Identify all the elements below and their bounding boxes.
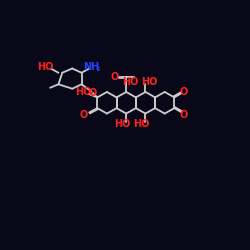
Text: HO: HO xyxy=(134,119,150,129)
Text: O: O xyxy=(110,72,119,82)
Text: O: O xyxy=(80,110,88,120)
Text: HO: HO xyxy=(75,87,92,97)
Text: O: O xyxy=(89,88,97,98)
Text: O: O xyxy=(180,87,188,97)
Text: HO: HO xyxy=(37,62,54,72)
Text: NH: NH xyxy=(83,62,99,72)
Text: HO: HO xyxy=(122,77,138,87)
Text: HO: HO xyxy=(141,77,157,87)
Text: HO: HO xyxy=(114,119,131,129)
Text: O: O xyxy=(180,110,188,120)
Text: ₂: ₂ xyxy=(97,64,100,73)
